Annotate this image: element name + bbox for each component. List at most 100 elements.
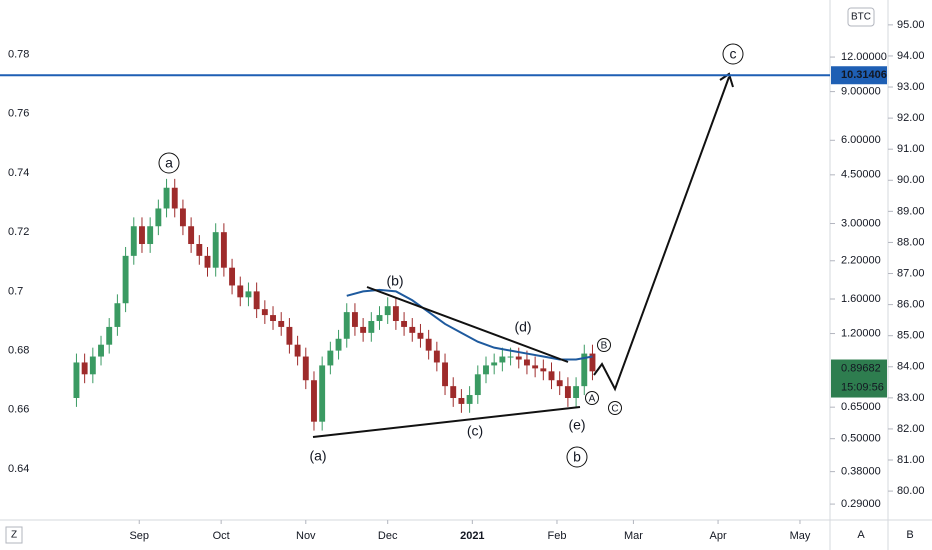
candle-body [540,368,547,372]
projection-path [593,76,730,392]
candle-body [335,338,342,351]
candle-body [278,321,285,327]
currency-box[interactable] [847,7,875,27]
wave-label: a [165,155,173,171]
wave-label: (b) [386,273,403,289]
candle-body [81,362,88,375]
y3-tick-label: 91.00 [897,143,925,155]
y2-tick-label: 4.50000 [841,169,881,181]
candle-body [392,306,399,322]
z-box[interactable] [5,526,23,544]
candle-body [515,356,522,360]
y2-tick-label: 0.38000 [841,466,881,478]
candle-body [179,208,186,227]
bottom-right-button[interactable]: B [906,529,913,541]
y3-tick-label: 85.00 [897,330,925,342]
candle-body [548,371,555,381]
y3-tick-label: 83.00 [897,392,925,404]
candle-body [270,315,276,322]
candle-body [589,353,596,372]
candle-body [466,395,473,404]
y3-tick-label: 87.00 [897,267,925,279]
candle-body [433,350,440,363]
candle-body [564,386,571,398]
wave-label: (e) [568,417,585,433]
wave-circle [566,446,588,468]
y-tick-label: 0.74 [8,167,29,179]
candle-body [196,244,203,256]
wave-circle [722,43,744,65]
y3-tick-label: 84.00 [897,361,925,373]
candle-body [384,306,391,316]
y2-tick-label: 2.20000 [841,255,881,267]
x-tick-label: May [790,530,811,542]
wave-label: A [589,394,596,405]
upper-trendline [366,286,569,363]
candle-body [458,397,465,404]
y3-tick-label: 80.00 [897,485,925,497]
candle-body [491,362,498,366]
candle-body [139,226,145,245]
lower-trendline [312,406,581,438]
wave-label: (c) [467,423,483,439]
x-tick-label: Oct [213,530,230,542]
x-tick-label: Feb [547,530,566,542]
candle-body [229,267,236,286]
candle-body [343,312,350,339]
candle-body [73,362,80,398]
y-tick-label: 0.68 [8,345,29,357]
x-tick-label: Sep [129,530,149,542]
y2-tick-label: 1.20000 [841,327,881,339]
candle-body [245,291,252,298]
y3-tick-label: 94.00 [897,50,925,62]
y2-tick-label: 12.00000 [841,51,887,63]
candle-body [532,365,539,369]
candle-body [294,344,301,357]
y2-tick-label: 9.00000 [841,86,881,98]
last-price-badge [831,359,887,398]
y2-tick-label: 6.00000 [841,134,881,146]
candle-body [573,386,580,398]
y-tick-label: 0.7 [8,285,23,297]
candle-body [188,226,195,245]
candle-body [417,332,424,339]
candle-body [261,309,268,316]
y3-tick-label: 92.00 [897,112,925,124]
wave-label: B [601,341,608,352]
x-tick-label: Mar [624,530,643,542]
bottom-right-button[interactable]: A [857,529,865,541]
candle-body [122,255,129,304]
y2-tick-label: 3.00000 [841,217,881,229]
candle-body [376,315,383,322]
candle-body [106,326,113,345]
candle-body [360,326,367,333]
wave-circle [608,401,622,415]
last-price-label: 0.89682 [841,362,881,374]
candle-body [483,365,489,375]
plot-area [73,178,596,431]
bottom-left-button[interactable]: Z [11,530,17,541]
y-tick-label: 0.66 [8,404,29,416]
y-tick-label: 0.78 [8,48,29,60]
candle-body [114,303,121,327]
y-tick-label: 0.72 [8,226,29,238]
wave-label: c [730,46,737,62]
candle-body [204,255,211,268]
candle-body [556,380,563,387]
candle-body [474,374,481,396]
level-badge-label: 10.31406 [841,69,887,81]
candle-body [311,380,317,422]
candle-body [425,338,432,351]
candle-body [302,356,309,381]
candle-body [212,232,219,268]
candle-body [499,356,506,363]
candle-body [98,344,104,357]
candle-body [401,321,408,327]
x-tick-label: Nov [296,530,316,542]
candle-body [351,312,358,327]
candle-body [581,353,588,387]
candle-body [237,285,244,298]
